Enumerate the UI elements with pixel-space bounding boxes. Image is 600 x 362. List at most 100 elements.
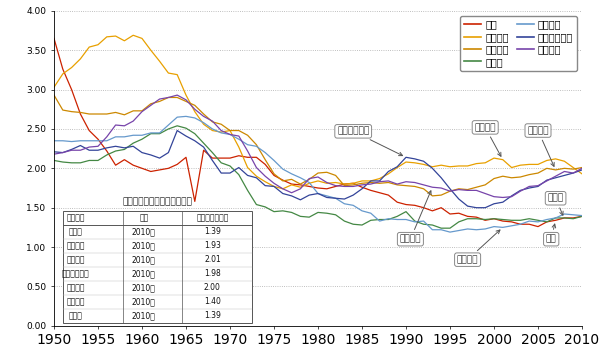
Text: 2010年: 2010年 bbox=[132, 297, 155, 306]
Text: 2.01: 2.01 bbox=[204, 255, 221, 264]
イタリア bbox=[156, 131, 163, 135]
Text: 2010年: 2010年 bbox=[132, 311, 155, 320]
Line: イギリス: イギリス bbox=[54, 95, 582, 197]
アメリカ bbox=[279, 187, 286, 191]
Text: 2.00: 2.00 bbox=[204, 283, 221, 292]
アメリカ bbox=[165, 71, 172, 75]
ドイツ bbox=[244, 188, 251, 193]
日本 bbox=[332, 184, 339, 189]
日本 bbox=[156, 168, 163, 172]
Text: 1.93: 1.93 bbox=[204, 241, 221, 250]
Line: 日本: 日本 bbox=[54, 38, 582, 227]
イギリス bbox=[182, 98, 190, 102]
日本 bbox=[50, 36, 58, 41]
イタリア bbox=[341, 202, 348, 206]
Text: イタリア: イタリア bbox=[457, 230, 500, 264]
ドイツ bbox=[437, 226, 445, 230]
Text: 1.39: 1.39 bbox=[204, 227, 221, 236]
日本 bbox=[173, 162, 181, 167]
スウェーデン bbox=[156, 156, 163, 160]
Text: 2010年: 2010年 bbox=[132, 283, 155, 292]
Line: イタリア: イタリア bbox=[54, 116, 582, 232]
Text: スウェーデン: スウェーデン bbox=[62, 269, 90, 278]
イタリア bbox=[578, 214, 586, 218]
Bar bbox=[63, 211, 252, 323]
アメリカ bbox=[50, 85, 58, 89]
アメリカ bbox=[244, 165, 251, 170]
Text: アメリカ: アメリカ bbox=[67, 241, 85, 250]
Text: 年次: 年次 bbox=[139, 213, 148, 222]
フランス bbox=[173, 95, 181, 100]
イタリア bbox=[244, 143, 251, 147]
フランス bbox=[367, 180, 374, 185]
ドイツ bbox=[376, 217, 383, 222]
ドイツ bbox=[50, 158, 58, 163]
Text: イギリス: イギリス bbox=[400, 191, 431, 244]
日本 bbox=[235, 153, 242, 158]
Text: イタリア: イタリア bbox=[67, 297, 85, 306]
Line: ドイツ: ドイツ bbox=[54, 126, 582, 228]
イタリア bbox=[182, 114, 190, 118]
イタリア bbox=[376, 219, 383, 223]
スウェーデン bbox=[526, 186, 533, 190]
Text: 合計特殊出生率: 合計特殊出生率 bbox=[196, 213, 229, 222]
イタリア bbox=[446, 230, 454, 234]
フランス bbox=[578, 165, 586, 170]
フランス bbox=[517, 175, 524, 179]
Line: スウェーデン: スウェーデン bbox=[54, 131, 582, 208]
イギリス bbox=[578, 166, 586, 171]
イギリス bbox=[341, 184, 348, 189]
Text: アメリカ: アメリカ bbox=[475, 123, 501, 156]
イギリス bbox=[499, 195, 506, 199]
Text: 日　本: 日 本 bbox=[69, 227, 83, 236]
Text: 1.98: 1.98 bbox=[204, 269, 221, 278]
日本 bbox=[367, 188, 374, 193]
アメリカ bbox=[385, 172, 392, 176]
スウェーデン bbox=[244, 173, 251, 178]
イギリス bbox=[173, 93, 181, 97]
Text: フランス: フランス bbox=[527, 126, 554, 167]
Text: ドイツ: ドイツ bbox=[548, 194, 563, 215]
アメリカ bbox=[578, 172, 586, 176]
イギリス bbox=[376, 180, 383, 184]
フランス bbox=[332, 173, 339, 178]
フランス bbox=[429, 194, 436, 198]
Text: ドイツ: ドイツ bbox=[69, 311, 83, 320]
Line: アメリカ: アメリカ bbox=[54, 35, 582, 189]
アメリカ bbox=[182, 93, 190, 97]
日本 bbox=[535, 224, 542, 229]
ドイツ bbox=[526, 216, 533, 221]
Text: フランス: フランス bbox=[67, 255, 85, 264]
Text: 2010年: 2010年 bbox=[132, 227, 155, 236]
フランス bbox=[235, 129, 242, 133]
スウェーデン bbox=[473, 206, 480, 210]
アメリカ bbox=[130, 33, 137, 37]
イギリス bbox=[156, 97, 163, 101]
ドイツ bbox=[182, 126, 190, 130]
ドイツ bbox=[156, 131, 163, 136]
イタリア bbox=[526, 219, 533, 223]
スウェーデン bbox=[578, 168, 586, 172]
アメリカ bbox=[526, 162, 533, 167]
日本 bbox=[578, 214, 586, 219]
Text: スウェーデン: スウェーデン bbox=[337, 127, 403, 156]
スウェーデン bbox=[173, 129, 181, 133]
Text: 2010年: 2010年 bbox=[132, 241, 155, 250]
フランス bbox=[156, 99, 163, 104]
スウェーデン bbox=[376, 179, 383, 183]
ドイツ bbox=[341, 219, 348, 223]
スウェーデン bbox=[182, 134, 190, 138]
Line: フランス: フランス bbox=[54, 95, 582, 196]
Text: 2010年: 2010年 bbox=[132, 269, 155, 278]
Text: 1.40: 1.40 bbox=[204, 297, 221, 306]
フランス bbox=[50, 93, 58, 97]
日本 bbox=[508, 220, 515, 224]
イギリス bbox=[244, 149, 251, 153]
Legend: 日本, アメリカ, フランス, ドイツ, イタリア, スウェーデン, イギリス: 日本, アメリカ, フランス, ドイツ, イタリア, スウェーデン, イギリス bbox=[460, 16, 577, 71]
ドイツ bbox=[173, 124, 181, 128]
Text: 日本: 日本 bbox=[546, 224, 557, 244]
イタリア bbox=[50, 139, 58, 143]
イタリア bbox=[173, 115, 181, 119]
Text: 合計特殊出生率（最新年次）: 合計特殊出生率（最新年次） bbox=[122, 197, 193, 206]
イギリス bbox=[50, 152, 58, 156]
